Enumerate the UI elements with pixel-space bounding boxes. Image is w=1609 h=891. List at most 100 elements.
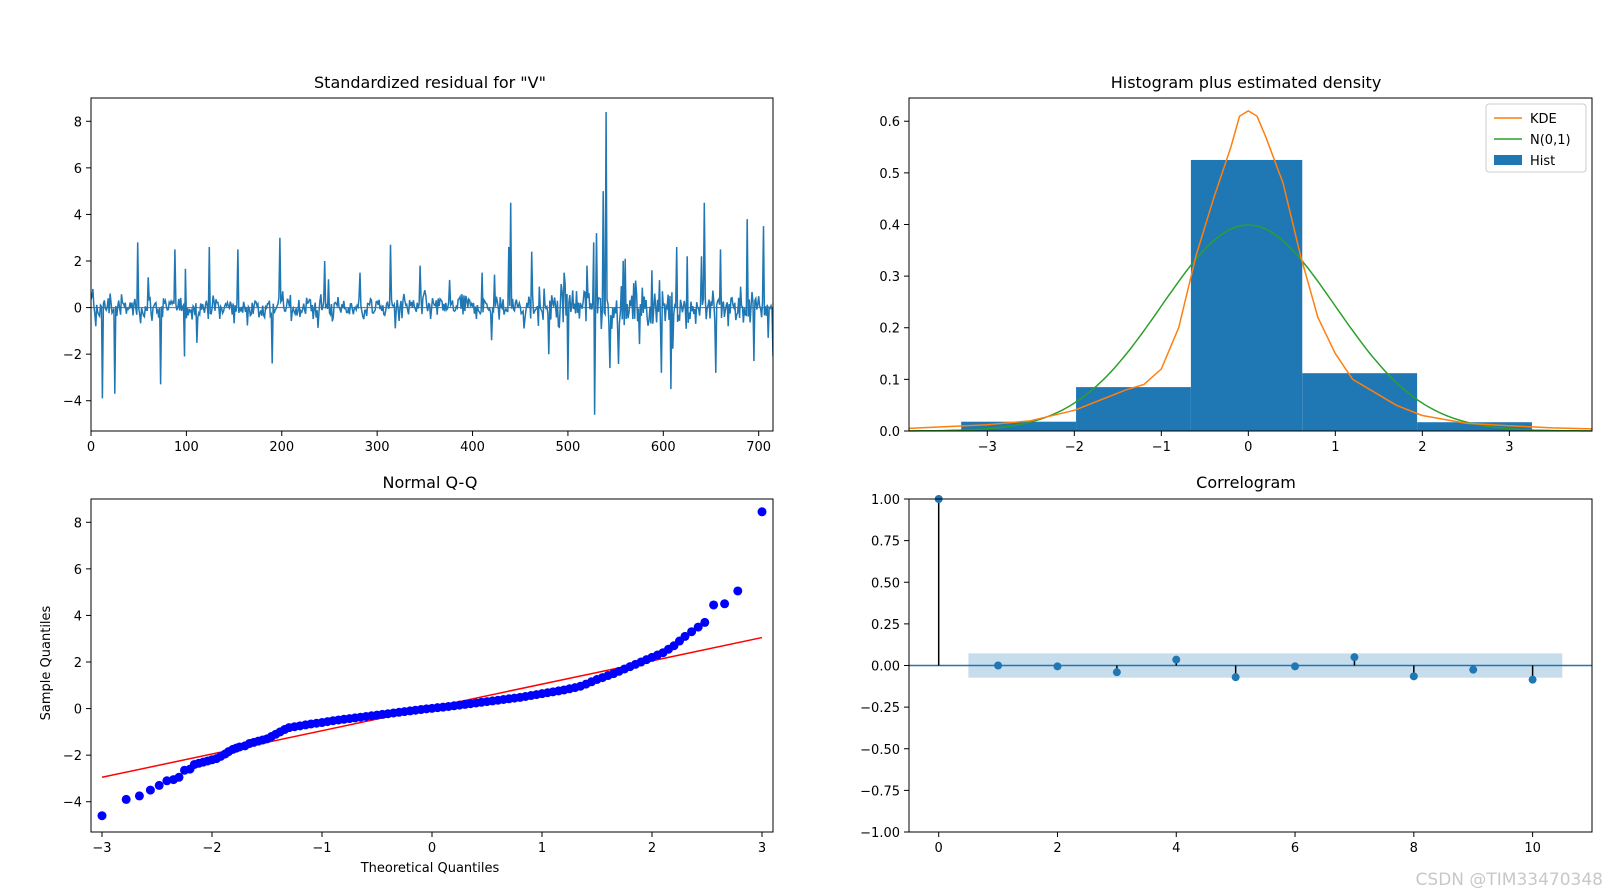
- qq-y-tick-label: 8: [74, 516, 82, 531]
- correlogram-title: Correlogram: [1196, 473, 1296, 492]
- qq-title: Normal Q-Q: [383, 473, 478, 492]
- histogram-y-tick-label: 0.0: [879, 425, 900, 440]
- kde-line: [908, 110, 1593, 430]
- histogram-bar: [961, 421, 1077, 431]
- qq-x-tick-label: 3: [758, 841, 766, 856]
- residual-x-tick-label: 600: [651, 440, 676, 455]
- qq-point: [687, 627, 697, 637]
- histogram-x-tick-label: −2: [1065, 440, 1084, 455]
- qq-x-tick-label: 2: [648, 841, 656, 856]
- residual-y-tick-label: 4: [74, 208, 82, 223]
- residual-x-tick-label: 200: [269, 440, 294, 455]
- residual-plot-area: 0 100 200 300 400 500 600 700 −4 −2 0 2 4 6 8: [63, 97, 774, 455]
- acf-marker: [1469, 665, 1478, 674]
- legend-swatch-patch: [1494, 155, 1522, 165]
- qq-point: [97, 811, 107, 821]
- legend-label: KDE: [1530, 112, 1557, 127]
- residual-y-tick-label: 2: [74, 255, 82, 270]
- histogram-x-tick-label: 0: [1244, 440, 1252, 455]
- histogram-y-tick-label: 0.2: [879, 322, 900, 337]
- qq-point: [145, 785, 155, 795]
- correlogram-axes-frame: [908, 498, 1593, 833]
- residual-title: Standardized residual for "V": [314, 73, 546, 92]
- residual-x-tick-label: 100: [174, 440, 199, 455]
- acf-marker: [1231, 673, 1240, 682]
- correlogram-x-tick-label: 10: [1524, 841, 1541, 856]
- qq-x-tick-label: −1: [312, 841, 331, 856]
- legend-label: N(0,1): [1530, 133, 1571, 148]
- qq-x-tick-label: 1: [538, 841, 546, 856]
- histogram-title: Histogram plus estimated density: [1111, 73, 1382, 92]
- correlogram-y-tick-label: 0.00: [871, 660, 900, 675]
- residual-x-tick-label: 400: [460, 440, 485, 455]
- acf-marker: [1112, 668, 1121, 677]
- watermark: CSDN @TIM33470348: [1416, 870, 1603, 890]
- qq-y-tick-label: −4: [63, 796, 82, 811]
- histogram-bar: [1076, 387, 1191, 431]
- qq-point: [709, 600, 719, 610]
- correlogram-y-tick-label: 1.00: [871, 493, 900, 508]
- histogram-x-tick-label: 3: [1505, 440, 1513, 455]
- qq-point: [154, 780, 164, 790]
- qq-point: [121, 794, 131, 804]
- residual-axes-frame: [90, 97, 774, 432]
- legend-label: Hist: [1530, 154, 1555, 169]
- qq-x-tick-label: 0: [428, 841, 436, 856]
- residual-y-tick-label: −2: [63, 348, 82, 363]
- histogram-bar: [1190, 159, 1303, 431]
- residual-y-tick-label: 6: [74, 162, 82, 177]
- residual-series-line: [91, 111, 773, 415]
- qq-y-tick-label: 6: [74, 563, 82, 578]
- qq-plot-area: −3 −2 −1 0 1 2 3 −4 −2 0 2 4 6 8: [63, 498, 774, 856]
- residual-x-tick-label: 0: [87, 440, 95, 455]
- histogram-y-tick-label: 0.4: [879, 218, 900, 233]
- residual-x-tick-label: 700: [746, 440, 771, 455]
- correlogram-x-tick-label: 4: [1172, 841, 1180, 856]
- qq-point: [680, 631, 690, 641]
- histogram-x-tick-label: −3: [978, 440, 997, 455]
- correlogram-y-tick-label: 0.75: [871, 535, 900, 550]
- residual-y-tick-label: −4: [63, 395, 82, 410]
- acf-marker: [1291, 662, 1300, 671]
- histogram-y-tick-label: 0.6: [879, 115, 900, 130]
- correlogram-y-tick-label: −0.75: [860, 784, 900, 799]
- qq-point: [733, 586, 743, 596]
- correlogram-x-tick-label: 2: [1053, 841, 1061, 856]
- acf-marker: [1409, 672, 1418, 681]
- correlogram-x-tick-label: 0: [935, 841, 943, 856]
- histogram-plot-area: −3 −2 −1 0 1 2 3 0.0 0.1 0.2 0.3 0.4 0.5 0.6: [879, 97, 1593, 455]
- residual-y-tick-label: 8: [74, 115, 82, 130]
- residual-x-tick-label: 500: [556, 440, 581, 455]
- qq-point: [700, 617, 710, 627]
- qq-point: [693, 622, 703, 632]
- histogram-y-tick-label: 0.1: [879, 373, 900, 388]
- correlogram-y-tick-label: −0.50: [860, 743, 900, 758]
- histogram-x-tick-label: 2: [1418, 440, 1426, 455]
- qq-x-tick-label: −3: [92, 841, 111, 856]
- residual-x-tick-label: 300: [365, 440, 390, 455]
- correlogram-y-tick-label: −0.25: [860, 701, 900, 716]
- residual-panel: Standardized residual for "V" 0 100 200 300…: [63, 73, 774, 455]
- correlogram-y-tick-label: −1.00: [860, 826, 900, 841]
- histogram-panel: Histogram plus estimated density −3 −2 −1 0…: [879, 73, 1593, 455]
- acf-marker: [1172, 655, 1181, 664]
- acf-marker: [1053, 662, 1062, 671]
- residual-y-tick-label: 0: [74, 302, 82, 317]
- acf-marker: [1528, 675, 1537, 684]
- acf-marker: [994, 661, 1003, 670]
- qq-x-tick-label: −2: [202, 841, 221, 856]
- qq-y-tick-label: 2: [74, 656, 82, 671]
- correlogram-y-tick-label: 0.25: [871, 618, 900, 633]
- histogram-y-tick-label: 0.3: [879, 270, 900, 285]
- histogram-x-tick-label: 1: [1331, 440, 1339, 455]
- qq-point: [174, 772, 184, 782]
- histogram-y-tick-label: 0.5: [879, 167, 900, 182]
- qq-y-tick-label: 0: [74, 703, 82, 718]
- correlogram-y-tick-label: 0.50: [871, 576, 900, 591]
- correlogram-x-tick-label: 6: [1291, 841, 1299, 856]
- qq-point: [757, 507, 767, 517]
- acf-marker: [1350, 653, 1359, 662]
- histogram-x-tick-label: −1: [1152, 440, 1171, 455]
- qq-y-tick-label: 4: [74, 609, 82, 624]
